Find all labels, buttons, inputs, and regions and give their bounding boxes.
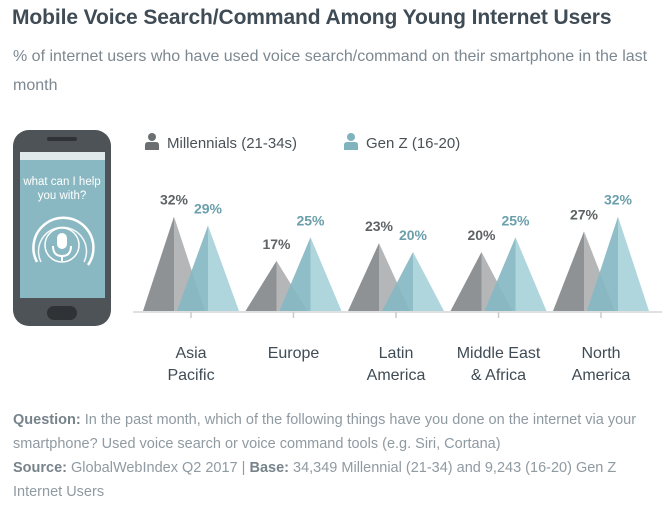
- triangle-facet-genz-3: [515, 237, 547, 311]
- phone-illustration: what can I help you with?: [13, 130, 111, 326]
- microphone-icon: [32, 216, 95, 266]
- triangle-facet-genz-1: [310, 237, 342, 311]
- data-label-genz-1: 25%: [296, 212, 325, 228]
- category-label-0: Pacific: [167, 367, 214, 384]
- category-label-1: Europe: [268, 345, 320, 362]
- triangle-genz-0: [177, 225, 208, 311]
- category-label-2: Latin: [379, 345, 414, 362]
- category-label-0: Asia: [175, 345, 206, 362]
- category-label-3: & Africa: [471, 367, 526, 384]
- data-label-millennials-0: 32%: [160, 192, 189, 208]
- question-label: Question:: [13, 412, 81, 428]
- phone-prompt-line-2: you with?: [38, 190, 87, 202]
- separator: |: [241, 460, 246, 476]
- triangle-millennials-4: [553, 231, 584, 311]
- triangle-millennials-2: [348, 243, 379, 311]
- legend-genz: Gen Z (16-20): [366, 135, 460, 152]
- page-title: Mobile Voice Search/Command Among Young …: [12, 6, 612, 29]
- data-label-genz-3: 25%: [501, 212, 530, 228]
- person-icon: [344, 133, 358, 150]
- source-label: Source:: [13, 460, 67, 476]
- phone-screen: [20, 152, 105, 298]
- chart-marks: 32% 29% Asia Pacific 17% 25% Europe 23% 20% Latin…: [143, 192, 649, 384]
- category-label-2: America: [367, 367, 426, 384]
- question-note: Question: In the past month, which of th…: [13, 408, 663, 456]
- triangle-millennials-0: [143, 216, 174, 311]
- footer: Question: In the past month, which of th…: [13, 408, 663, 504]
- category-label-3: Middle East: [457, 345, 541, 362]
- data-label-millennials-3: 20%: [467, 227, 496, 243]
- data-label-millennials-4: 27%: [570, 206, 599, 222]
- triangle-genz-1: [279, 237, 311, 311]
- triangle-facet-genz-0: [208, 225, 239, 311]
- phone-speaker: [47, 137, 77, 141]
- data-label-genz-4: 32%: [604, 192, 633, 208]
- base-text: 34,349 Millennial (21-34) and 9,243 (16-…: [13, 460, 617, 500]
- page-subtitle: % of internet users who have used voice …: [13, 48, 648, 94]
- person-icon: [145, 133, 159, 150]
- triangle-millennials-1: [245, 260, 277, 311]
- phone-status-bar: [20, 152, 105, 160]
- legend: Millennials (21-34s) Gen Z (16-20): [145, 133, 460, 152]
- data-label-genz-2: 20%: [399, 227, 428, 243]
- triangle-facet-millennials-0: [174, 216, 205, 311]
- triangle-genz-2: [382, 252, 413, 311]
- question-text: In the past month, which of the followin…: [13, 412, 637, 452]
- legend-millennials: Millennials (21-34s): [167, 135, 297, 152]
- category-label-4: America: [572, 367, 631, 384]
- triangle-genz-4: [587, 216, 618, 311]
- base-label: Base:: [249, 460, 289, 476]
- triangle-facet-millennials-1: [276, 260, 308, 311]
- category-label-4: North: [581, 345, 620, 362]
- triangle-facet-genz-2: [413, 252, 444, 311]
- data-label-millennials-1: 17%: [262, 236, 291, 252]
- triangle-millennials-3: [450, 252, 482, 311]
- source-note: Source: GlobalWebIndex Q2 2017 | Base: 3…: [13, 456, 663, 504]
- phone-prompt-line-1: what can I help: [22, 176, 100, 188]
- data-label-genz-0: 29%: [194, 200, 223, 216]
- data-label-millennials-2: 23%: [365, 218, 394, 234]
- triangle-genz-3: [484, 237, 516, 311]
- triangle-facet-millennials-4: [584, 231, 615, 311]
- triangle-facet-genz-4: [618, 216, 649, 311]
- source-text: GlobalWebIndex Q2 2017: [71, 460, 238, 476]
- phone-home-button: [47, 306, 77, 320]
